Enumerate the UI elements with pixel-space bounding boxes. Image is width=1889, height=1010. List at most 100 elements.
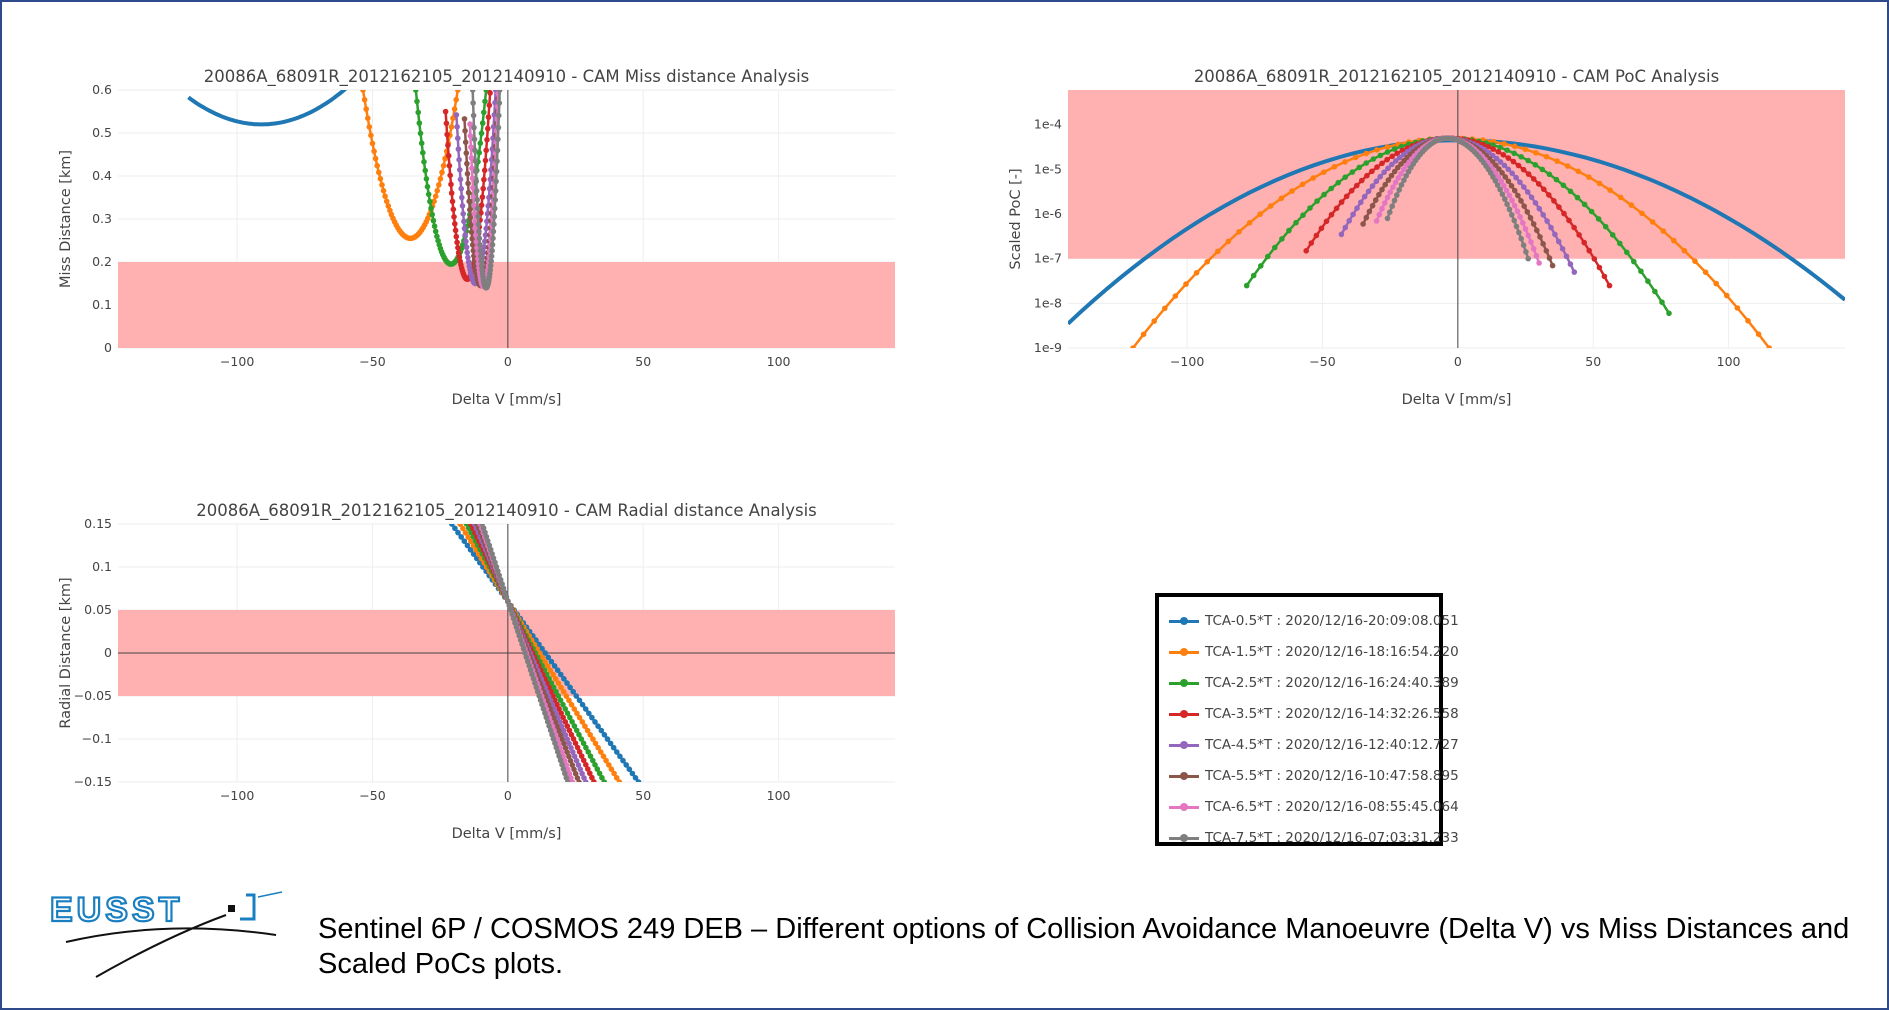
series-point-7 — [566, 770, 573, 777]
x-tick-label: 0 — [504, 354, 512, 369]
legend-item[interactable]: TCA-4.5*T : 2020/12/16-12:40:12.727 — [1169, 729, 1459, 760]
series-point-8 — [482, 529, 488, 536]
series-point-4 — [1364, 172, 1370, 179]
series-point-8 — [553, 744, 560, 751]
series-point-6 — [461, 116, 468, 122]
series-point-2 — [542, 659, 548, 665]
series-point-7 — [1528, 239, 1534, 245]
series-point-1 — [539, 645, 545, 652]
series-point-3 — [1328, 185, 1334, 192]
series-point-8 — [1492, 178, 1499, 184]
series-point-1 — [629, 770, 636, 777]
series-point-5 — [1389, 161, 1395, 168]
series-point-6 — [1537, 234, 1543, 240]
series-point-8 — [530, 675, 537, 682]
series-point-4 — [591, 779, 597, 782]
series-point-8 — [488, 258, 495, 264]
legend-swatch — [1169, 740, 1199, 750]
series-point-8 — [472, 158, 479, 164]
series-point-2 — [462, 530, 469, 536]
series-point-3 — [569, 719, 575, 725]
series-point-1 — [623, 762, 629, 768]
series-point-6 — [549, 710, 555, 717]
series-point-8 — [492, 559, 498, 566]
legend-item[interactable]: TCA-7.5*T : 2020/12/16-07:03:31.233 — [1169, 822, 1459, 853]
series-point-3 — [1279, 236, 1285, 242]
series-point-4 — [589, 774, 595, 781]
series-point-5 — [570, 749, 576, 755]
series-point-6 — [462, 139, 469, 145]
series-point-4 — [1586, 247, 1592, 254]
legend-label: TCA-5.5*T : 2020/12/16-10:47:58.895 — [1205, 767, 1459, 784]
series-point-5 — [463, 244, 470, 250]
series-point-3 — [423, 176, 430, 182]
series-point-1 — [458, 534, 465, 540]
series-point-6 — [469, 235, 476, 242]
series-point-2 — [1533, 150, 1539, 156]
legend-item[interactable]: TCA-1.5*T : 2020/12/16-18:16:54.220 — [1169, 636, 1459, 667]
y-tick-label: 0.05 — [84, 602, 112, 617]
series-point-2 — [1617, 194, 1624, 201]
series-point-4 — [1500, 152, 1507, 158]
series-point-8 — [499, 581, 505, 587]
series-point-8 — [1391, 197, 1398, 204]
legend-item[interactable]: TCA-6.5*T : 2020/12/16-08:55:45.064 — [1169, 791, 1459, 822]
legend-item[interactable]: TCA-2.5*T : 2020/12/16-16:24:40.389 — [1169, 667, 1459, 698]
legend-item[interactable]: TCA-3.5*T : 2020/12/16-14:32:26.558 — [1169, 698, 1459, 729]
series-point-6 — [566, 753, 572, 760]
x-axis-label: Delta V [mm/s] — [1402, 392, 1512, 408]
series-point-5 — [461, 225, 468, 232]
series-point-4 — [486, 102, 493, 109]
series-point-8 — [506, 602, 512, 609]
legend-item[interactable]: TCA-5.5*T : 2020/12/16-10:47:58.895 — [1169, 760, 1459, 791]
series-point-8 — [495, 136, 501, 142]
series-point-3 — [1652, 288, 1658, 295]
series-point-3 — [1638, 268, 1644, 274]
series-point-3 — [562, 706, 568, 712]
series-point-5 — [1365, 188, 1372, 195]
series-point-3 — [583, 744, 589, 751]
series-point-4 — [481, 176, 487, 183]
series-point-7 — [559, 749, 565, 755]
legend-item[interactable]: TCA-0.5*T : 2020/12/16-20:09:08.051 — [1169, 605, 1459, 636]
series-point-8 — [496, 100, 503, 106]
series-point-7 — [1511, 202, 1518, 209]
series-point-8 — [1494, 182, 1501, 188]
series-point-1 — [607, 740, 614, 747]
series-point-7 — [470, 194, 477, 200]
series-point-2 — [1692, 258, 1698, 264]
series-point-4 — [478, 202, 485, 208]
series-point-5 — [557, 719, 563, 725]
series-point-7 — [1536, 260, 1542, 266]
series-point-2 — [1246, 220, 1253, 226]
series-point-8 — [477, 241, 483, 248]
series-point-1 — [632, 775, 639, 781]
series-point-2 — [1236, 229, 1242, 235]
series-point-2 — [460, 525, 466, 532]
series-point-8 — [474, 197, 481, 203]
series-point-5 — [1544, 218, 1550, 224]
x-tick-label: 50 — [635, 354, 651, 369]
x-tick-label: −50 — [1309, 354, 1335, 369]
series-point-6 — [467, 206, 473, 213]
series-point-7 — [1384, 194, 1391, 201]
series-point-3 — [564, 710, 571, 716]
series-point-3 — [418, 140, 425, 146]
series-point-6 — [465, 180, 471, 187]
radial-distance-chart: −100 −50 0 50 100 −0.15 −0.1 −0.05 0 0.05 0.1 0.15 2… — [58, 501, 895, 842]
series-point-3 — [560, 701, 566, 708]
series-point-4 — [1596, 264, 1603, 271]
series-point-6 — [1521, 203, 1527, 209]
series-point-8 — [474, 205, 481, 212]
legend-swatch — [1169, 771, 1199, 781]
series-point-3 — [1624, 249, 1630, 256]
series-point-2 — [369, 140, 376, 147]
series-point-5 — [568, 745, 574, 751]
series-point-3 — [1645, 278, 1651, 284]
series-point-2 — [360, 90, 366, 93]
series-point-4 — [587, 770, 593, 777]
series-point-1 — [470, 551, 477, 557]
series-point-2 — [465, 534, 472, 540]
series-point-6 — [463, 150, 470, 156]
series-point-8 — [547, 727, 554, 734]
